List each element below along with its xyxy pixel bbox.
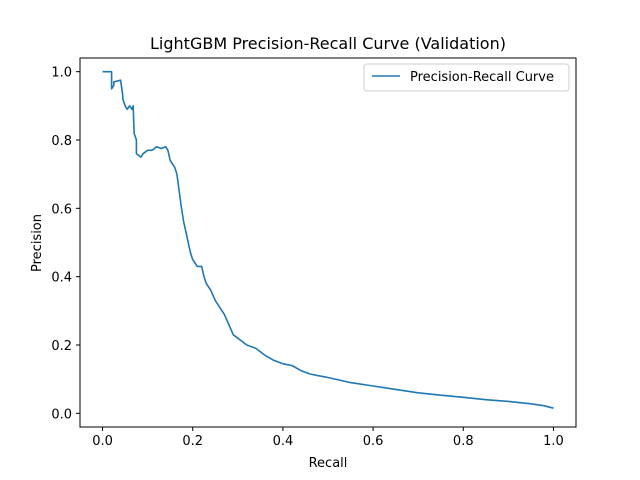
y-tick-label: 0.2: [51, 339, 72, 354]
plot-area: [79, 57, 577, 428]
legend-label: Precision-Recall Curve: [410, 70, 554, 85]
y-tick-label: 1.0: [51, 66, 72, 81]
x-tick-label: 0.4: [273, 434, 294, 449]
y-axis: 0.0 0.2 0.4 0.6 0.8 1.0: [51, 66, 80, 422]
y-axis-title: Precision: [30, 214, 45, 272]
legend: Precision-Recall Curve: [363, 63, 570, 92]
x-tick-label: 0.0: [92, 434, 113, 449]
x-tick-label: 0.6: [363, 434, 384, 449]
y-tick-label: 0.8: [51, 134, 72, 149]
x-axis-title: Recall: [309, 456, 348, 471]
x-tick-label: 0.8: [453, 434, 474, 449]
x-tick-label: 0.2: [182, 434, 203, 449]
chart-title: LightGBM Precision-Recall Curve (Validat…: [150, 34, 506, 53]
x-axis: 0.0 0.2 0.4 0.6 0.8 1.0: [92, 427, 564, 449]
y-tick-label: 0.4: [51, 271, 72, 286]
series-line-precision-recall: [102, 70, 554, 409]
legend-box: [363, 63, 570, 92]
y-tick-label: 0.0: [51, 407, 72, 422]
plot-frame: [79, 57, 577, 428]
x-tick-label: 1.0: [543, 434, 564, 449]
y-tick-label: 0.6: [51, 202, 72, 217]
